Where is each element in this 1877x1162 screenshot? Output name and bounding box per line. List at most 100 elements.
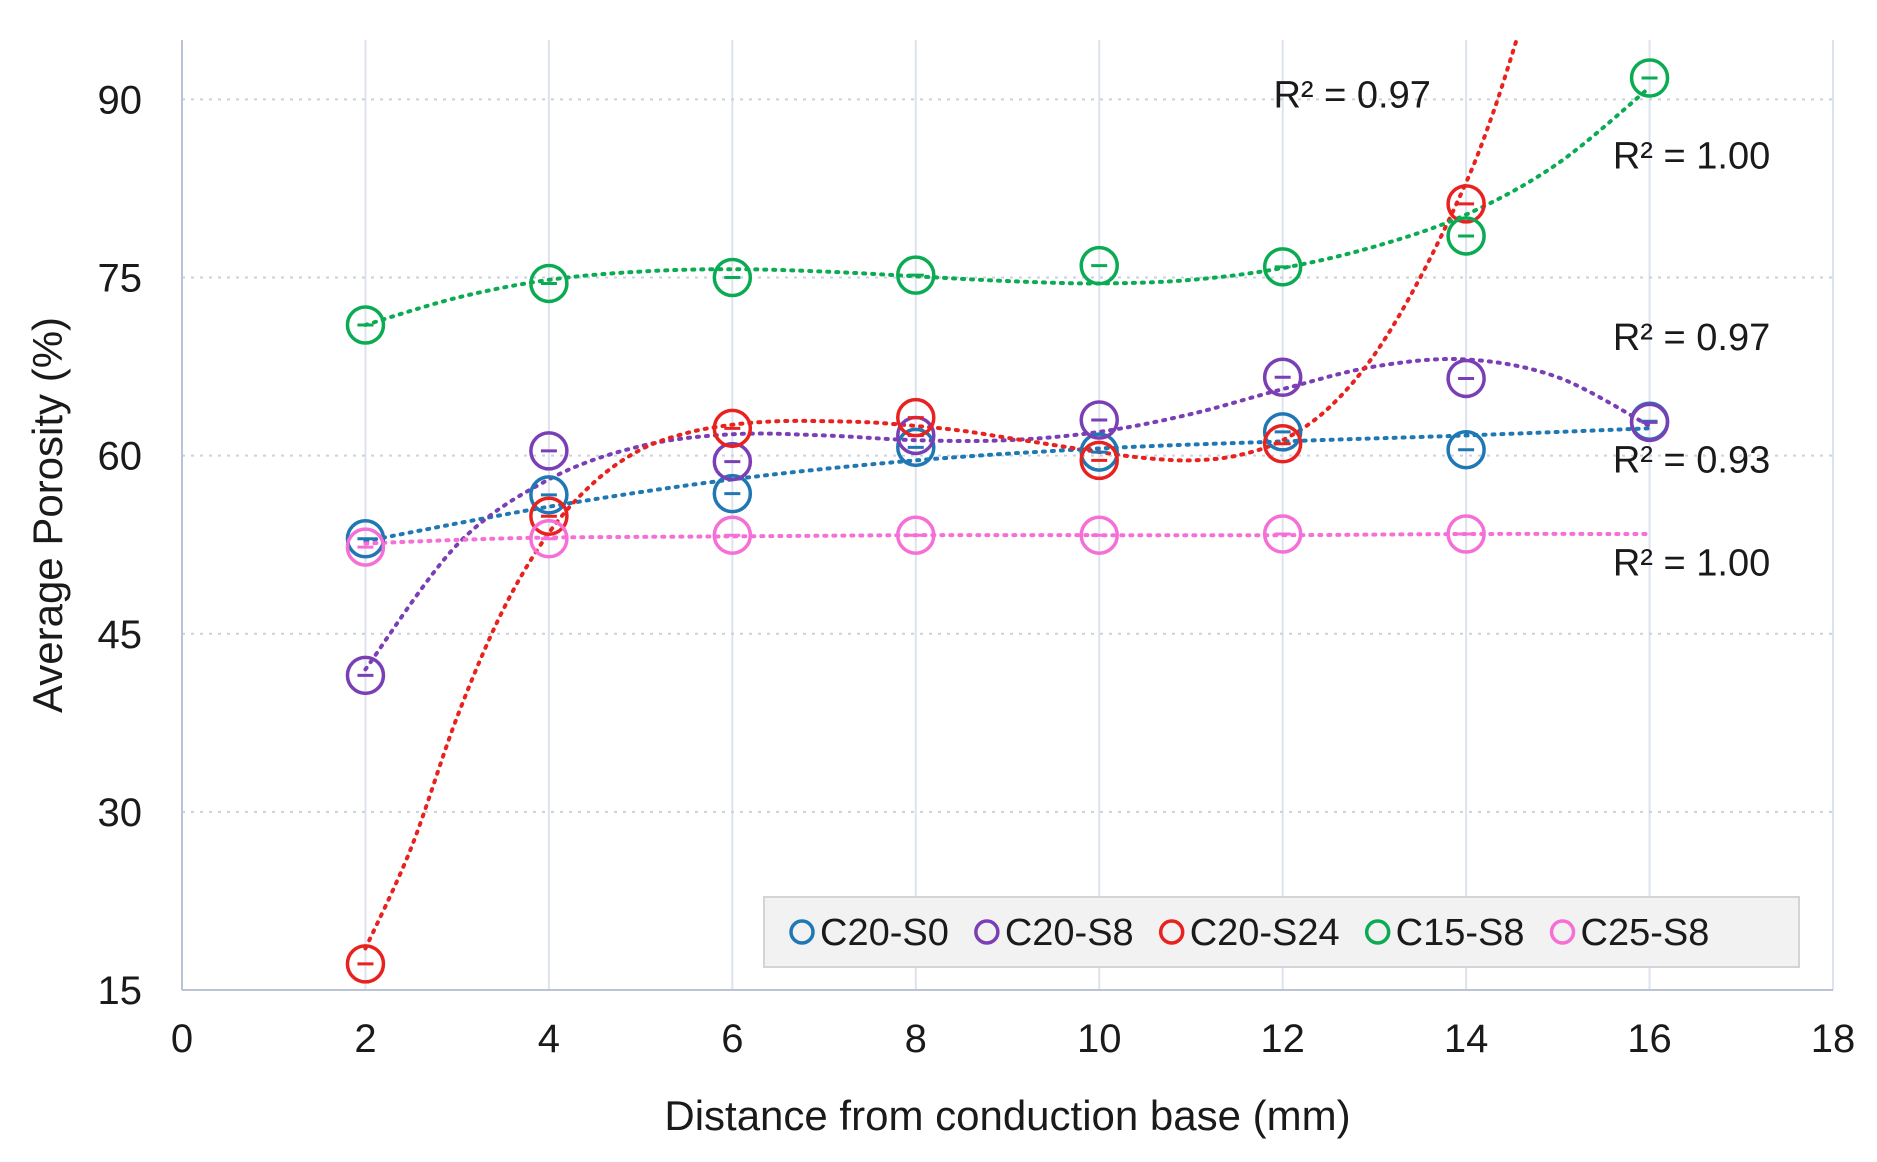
y-tick-label-45: 45: [98, 613, 143, 657]
point-C25-S8-12: [1262, 514, 1303, 554]
point-C25-S8-2: [345, 527, 386, 567]
point-marker: [529, 431, 569, 471]
legend-item-C20-S8: C20-S8: [974, 912, 1134, 954]
point-C20-S0-10: [1079, 432, 1119, 472]
tick-labels: 0 2 4 6 8 10 12 14 16 18 15 30 45 60 75 90: [98, 78, 1856, 1061]
point-marker: [1262, 357, 1303, 397]
point-marker: [345, 527, 386, 567]
point-marker: [712, 515, 753, 555]
y-tick-label-75: 75: [98, 257, 143, 301]
point-marker: [1446, 358, 1486, 399]
point-marker: [1079, 515, 1119, 555]
point-C20-S8-2: [345, 655, 386, 696]
legend-box: [763, 896, 1800, 968]
point-marker: [1629, 58, 1670, 98]
x-tick-label-4: 4: [538, 1017, 560, 1061]
trendline-C20-S24: [363, 38, 1519, 951]
legend-item-C20-S24: C20-S24: [1158, 912, 1340, 954]
point-marker: [1262, 247, 1303, 287]
legend-marker: [974, 919, 1000, 945]
legend-item-C25-S8: C25-S8: [1549, 912, 1710, 954]
point-C15-S8-8: [896, 255, 936, 295]
y-tick-label-90: 90: [98, 78, 143, 122]
point-C20-S24-10: [1079, 440, 1119, 481]
r-squared-label-2: R² = 1.00: [1613, 135, 1770, 177]
r-squared-annotations: R² = 0.97 R² = 1.00 R² = 0.97 R² = 0.93 R² =…: [1273, 75, 1770, 585]
legend-marker: [1364, 919, 1391, 945]
point-marker: [1079, 440, 1119, 481]
y-tick-label-60: 60: [98, 435, 143, 479]
point-marker: [529, 263, 569, 304]
point-marker: [1629, 402, 1670, 443]
point-marker: [1262, 514, 1303, 554]
x-tick-label-16: 16: [1627, 1017, 1672, 1061]
point-marker: [529, 519, 569, 559]
legend-label: C15-S8: [1396, 912, 1525, 954]
point-marker: [1446, 184, 1486, 224]
x-tick-label-10: 10: [1077, 1017, 1122, 1061]
legend-label: C20-S24: [1190, 912, 1340, 954]
point-marker: [345, 305, 386, 345]
r-squared-label-4: R² = 0.93: [1613, 439, 1770, 481]
point-C20-S8-4: [529, 431, 569, 471]
point-C15-S8-2: [345, 305, 386, 345]
point-C20-S8-16: [1629, 402, 1670, 443]
point-marker: [1262, 424, 1303, 464]
point-C20-S24-8: [896, 397, 936, 438]
legend-label: C25-S8: [1581, 912, 1710, 954]
point-marker: [345, 519, 386, 559]
point-C20-S24-6: [712, 408, 753, 449]
point-marker: [1446, 514, 1486, 554]
trendline-C15-S8: [363, 85, 1652, 327]
point-marker: [1079, 245, 1119, 286]
point-C20-S24-2: [345, 944, 386, 984]
point-marker: [1079, 432, 1119, 472]
legend: C20-S0 C20-S8 C20-S24 C15-S8 C25-S8: [763, 896, 1800, 968]
point-C25-S8-10: [1079, 515, 1119, 555]
point-C20-S8-10: [1079, 400, 1119, 440]
point-C20-S8-14: [1446, 358, 1486, 399]
point-marker: [529, 475, 569, 515]
point-marker: [529, 496, 569, 536]
point-C15-S8-6: [712, 257, 753, 298]
point-marker: [345, 655, 386, 696]
point-marker: [1262, 412, 1303, 452]
point-marker: [345, 944, 386, 984]
point-C20-S0-14: [1446, 429, 1486, 470]
point-marker: [1446, 216, 1486, 256]
point-C15-S8-16: [1629, 58, 1670, 98]
point-marker: [896, 397, 936, 438]
trendlines: [363, 38, 1652, 951]
point-C15-S8-12: [1262, 247, 1303, 287]
x-tick-label-8: 8: [905, 1017, 927, 1061]
y-tick-label-30: 30: [98, 791, 143, 835]
point-marker: [1079, 400, 1119, 440]
x-axis-title: Distance from conduction base (mm): [664, 1092, 1350, 1139]
point-C25-S8-6: [712, 515, 753, 555]
r-squared-label-3: R² = 0.97: [1613, 317, 1770, 359]
point-C15-S8-10: [1079, 245, 1119, 286]
point-C25-S8-8: [896, 515, 936, 555]
point-marker: [712, 441, 753, 482]
legend-marker: [1158, 919, 1185, 945]
x-tick-label-6: 6: [721, 1017, 743, 1061]
x-tick-label-18: 18: [1811, 1017, 1856, 1061]
point-C20-S24-4: [529, 496, 569, 536]
point-C20-S0-8: [896, 427, 936, 468]
y-axis-title: Average Porosity (%): [24, 317, 71, 713]
point-marker: [896, 255, 936, 295]
trendline-C25-S8: [363, 531, 1652, 546]
point-C20-S24-12: [1262, 424, 1303, 464]
x-tick-label-0: 0: [171, 1017, 193, 1061]
point-marker: [712, 473, 753, 514]
x-tick-label-2: 2: [354, 1017, 376, 1061]
x-tick-label-12: 12: [1260, 1017, 1305, 1061]
point-marker: [896, 427, 936, 468]
point-C20-S8-6: [712, 441, 753, 482]
point-C20-S0-6: [712, 473, 753, 514]
trendline-C20-S0: [363, 426, 1652, 544]
point-C20-S0-4: [529, 475, 569, 515]
r-squared-label-5: R² = 1.00: [1613, 543, 1770, 585]
